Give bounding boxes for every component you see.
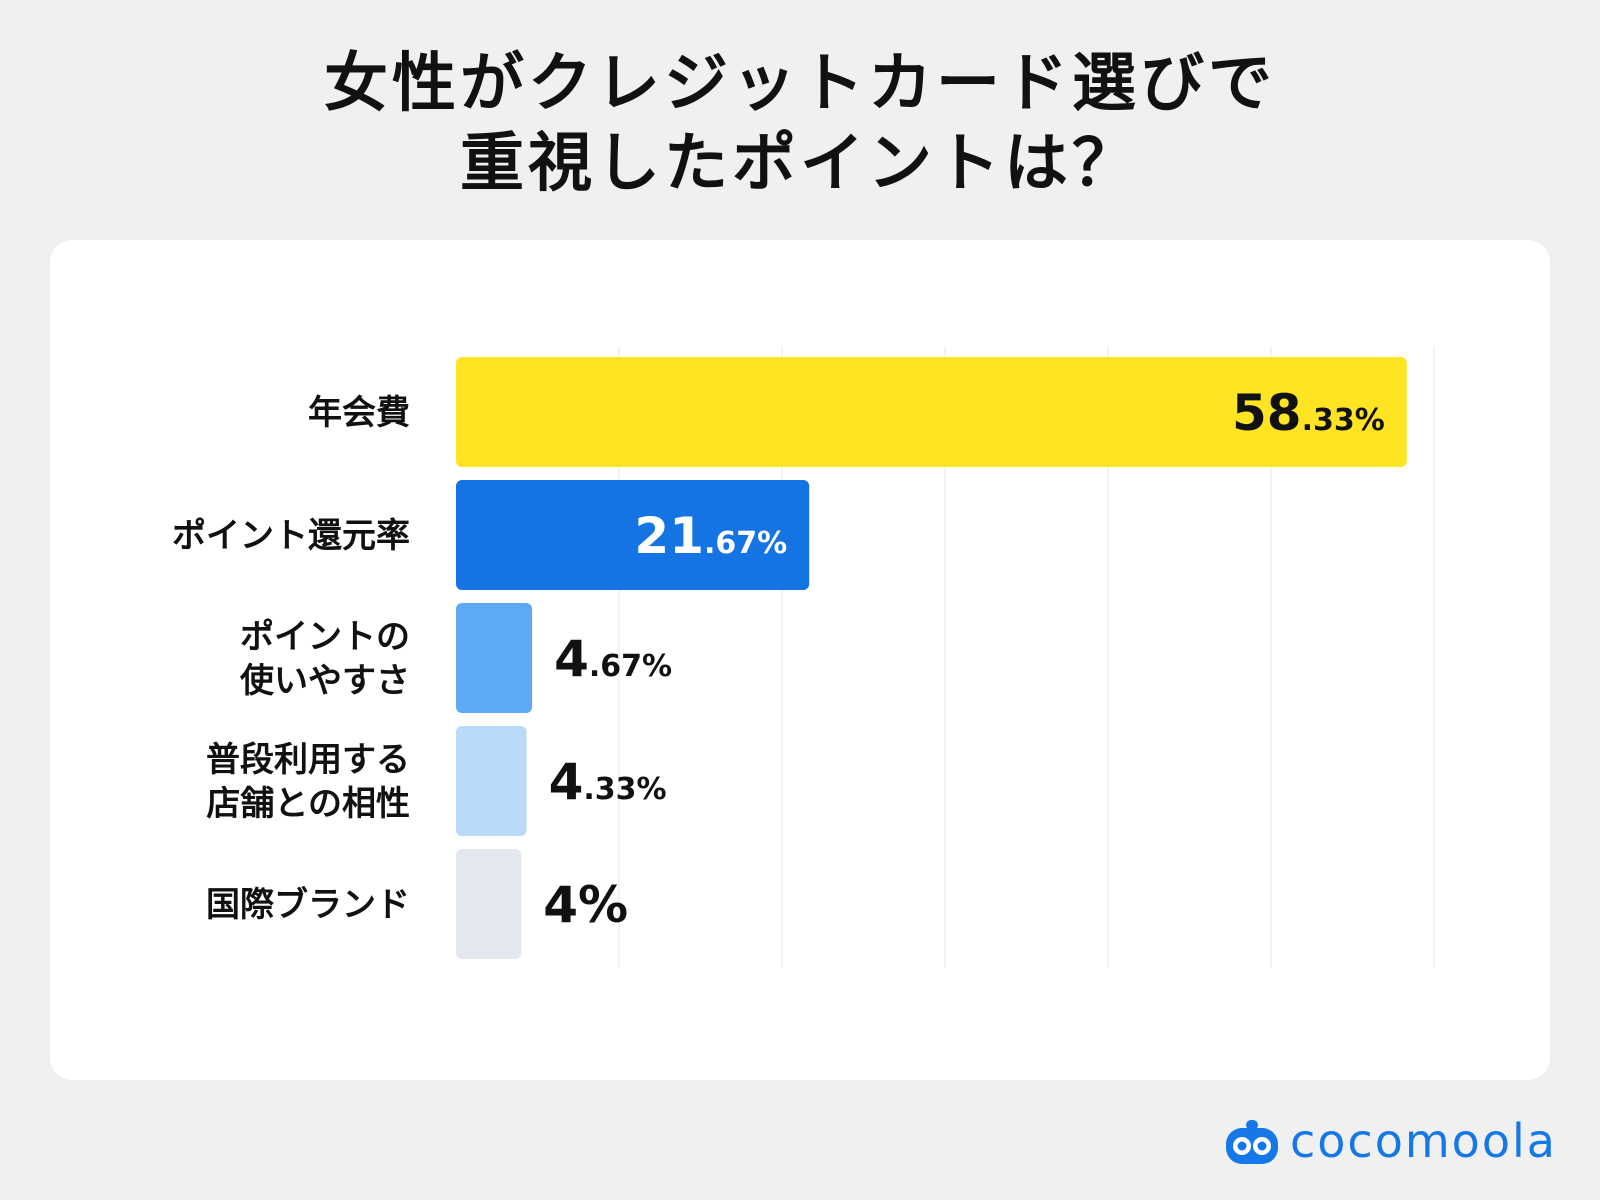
data-label: 4.33% [549, 753, 667, 811]
category-label: ポイント還元率 [172, 516, 410, 556]
title-line-1: 女性がクレジットカード選びで [324, 47, 1276, 121]
bar [456, 603, 533, 713]
category-label: 国際ブランド [206, 885, 410, 925]
category-label: 年会費 [308, 393, 410, 433]
cocomoola-logo-icon [1226, 1120, 1278, 1164]
data-label: 58.33% [1232, 384, 1385, 442]
page-title: 女性がクレジットカード選びで 重視したポイントは？ [0, 44, 1600, 204]
bar [456, 480, 810, 590]
category-label: 普段利用する店舗との相性 [206, 740, 410, 824]
bar-chart: 年会費 58.33% ポイント還元率 21.67% ポイントの使いやすさ 4.67% 普段利… [172, 347, 1435, 967]
category-label: ポイントの使いやすさ [239, 617, 410, 701]
brand-logo: cocomoola [1222, 1114, 1562, 1168]
data-label: 4.67% [554, 630, 672, 688]
title-line-2: 重視したポイントは？ [460, 127, 1140, 201]
bar [456, 357, 1407, 467]
brand-name: cocomoola [1290, 1114, 1557, 1168]
bar [456, 726, 527, 836]
bar [456, 849, 522, 959]
chart-card: 年会費 58.33% ポイント還元率 21.67% ポイントの使いやすさ 4.67% 普段利… [50, 240, 1550, 1080]
data-label: 4% [543, 876, 628, 934]
data-label: 21.67% [634, 507, 787, 565]
